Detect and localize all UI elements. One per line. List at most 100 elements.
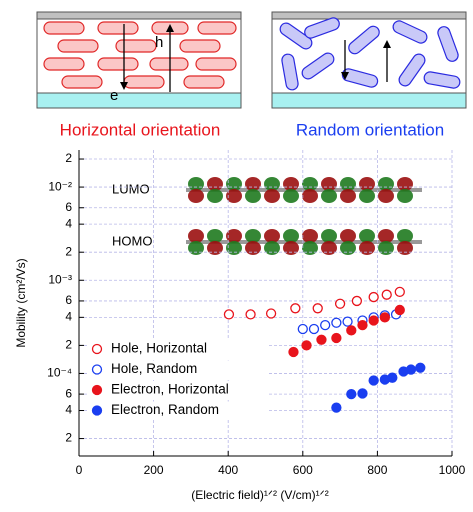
- orbital-lobe: [207, 177, 223, 191]
- orbital-lobe: [340, 189, 356, 203]
- data-point: [387, 372, 398, 383]
- rod: [197, 21, 237, 35]
- y-tick-label: 2: [65, 431, 72, 445]
- rod: [123, 75, 165, 89]
- data-point: [415, 362, 426, 373]
- data-point: [320, 319, 331, 331]
- orbital-lobe: [188, 241, 204, 255]
- rod: [97, 21, 139, 35]
- orbital-lobe: [245, 229, 261, 243]
- rod: [57, 39, 99, 53]
- rod: [195, 57, 237, 71]
- data-point: [301, 340, 312, 351]
- horizontal-schematic: h e Horizontal orientation: [36, 11, 242, 139]
- rod: [279, 22, 313, 50]
- legend-marker: [91, 343, 103, 355]
- y-tick-label: 10⁻³: [48, 272, 72, 286]
- data-point: [297, 323, 308, 335]
- x-axis-label: (Electric field)¹ᐟ² (V/cm)¹ᐟ²: [191, 488, 328, 502]
- orbital-lobe: [226, 177, 242, 191]
- data-point: [346, 325, 357, 336]
- data-point: [394, 304, 405, 316]
- panel-title: Random orientation: [296, 120, 444, 139]
- rod: [43, 21, 85, 35]
- data-point: [379, 312, 391, 323]
- x-tick-label: 0: [76, 463, 83, 477]
- rod: [281, 53, 299, 91]
- arrow-head: [383, 40, 391, 48]
- legend-bg: [89, 340, 269, 358]
- data-point: [331, 317, 342, 328]
- orbital-lobe: [321, 189, 337, 203]
- annotation: HOMO: [112, 233, 152, 248]
- data-point: [346, 388, 357, 400]
- data-point: [351, 295, 363, 307]
- rod: [301, 52, 335, 80]
- rod: [437, 26, 459, 62]
- data-point: [394, 286, 405, 298]
- y-tick-label: 2: [65, 244, 72, 258]
- y-tick-label: 6: [65, 386, 72, 400]
- data-point: [405, 364, 417, 375]
- data-point: [342, 316, 353, 327]
- arrow-head: [120, 82, 128, 90]
- legend-label: Hole, Random: [111, 361, 197, 376]
- y-tick-label: 4: [65, 310, 72, 324]
- bottom-electrode: [271, 92, 467, 109]
- orbital-lobe: [283, 189, 299, 203]
- electron-label: e: [110, 87, 118, 104]
- legend-marker: [91, 384, 103, 396]
- annotation: LUMO: [112, 181, 150, 196]
- rod: [43, 57, 85, 71]
- orbital-lobe: [226, 189, 242, 203]
- rod: [183, 75, 225, 89]
- data-point: [288, 346, 299, 358]
- y-tick-label: 4: [65, 403, 72, 417]
- orbital-lobe: [397, 241, 413, 255]
- data-point: [308, 323, 320, 335]
- orbital-lobe: [245, 189, 261, 203]
- orbital-lobe: [264, 241, 280, 255]
- data-point: [368, 375, 379, 386]
- data-point: [331, 402, 342, 413]
- legend-bg: [89, 360, 269, 379]
- orbital-lobe: [264, 189, 280, 203]
- y-tick-label: 6: [65, 200, 72, 214]
- rod: [149, 57, 189, 71]
- rod: [392, 20, 428, 44]
- y-tick-label: 10⁻²: [48, 179, 72, 193]
- orbital-lobe: [245, 241, 261, 255]
- data-point: [368, 291, 379, 303]
- orbital-lobe: [359, 189, 375, 203]
- orbital-lobe: [264, 177, 280, 191]
- orbital-lobe: [188, 189, 204, 203]
- rod: [97, 57, 139, 71]
- legend-marker: [91, 364, 103, 375]
- random-schematic: Random orientation: [271, 11, 467, 139]
- orbital-lobe: [340, 177, 356, 191]
- orbital-lobe: [378, 177, 394, 191]
- rod: [179, 39, 221, 53]
- orbital-lobe: [397, 177, 413, 191]
- legend-bg: [89, 381, 269, 399]
- orbital-lobe: [359, 177, 375, 191]
- orbital-lobe: [359, 241, 375, 255]
- legend-marker: [91, 405, 103, 416]
- bottom-electrode: [36, 92, 242, 109]
- legend-label: Electron, Random: [111, 402, 219, 417]
- data-point: [316, 334, 327, 345]
- orbital-lobe: [302, 177, 318, 191]
- y-tick-label: 6: [65, 293, 72, 307]
- legend-label: Hole, Horizontal: [111, 341, 207, 356]
- data-point: [331, 332, 342, 344]
- orbital-lobe: [321, 241, 337, 255]
- data-point: [357, 319, 368, 331]
- data-point: [290, 303, 301, 314]
- data-point: [245, 309, 256, 320]
- orbital-lobe: [283, 177, 299, 191]
- data-point: [265, 308, 277, 319]
- orbital-lobe: [188, 229, 204, 243]
- data-point: [357, 388, 368, 399]
- data-point: [312, 303, 323, 314]
